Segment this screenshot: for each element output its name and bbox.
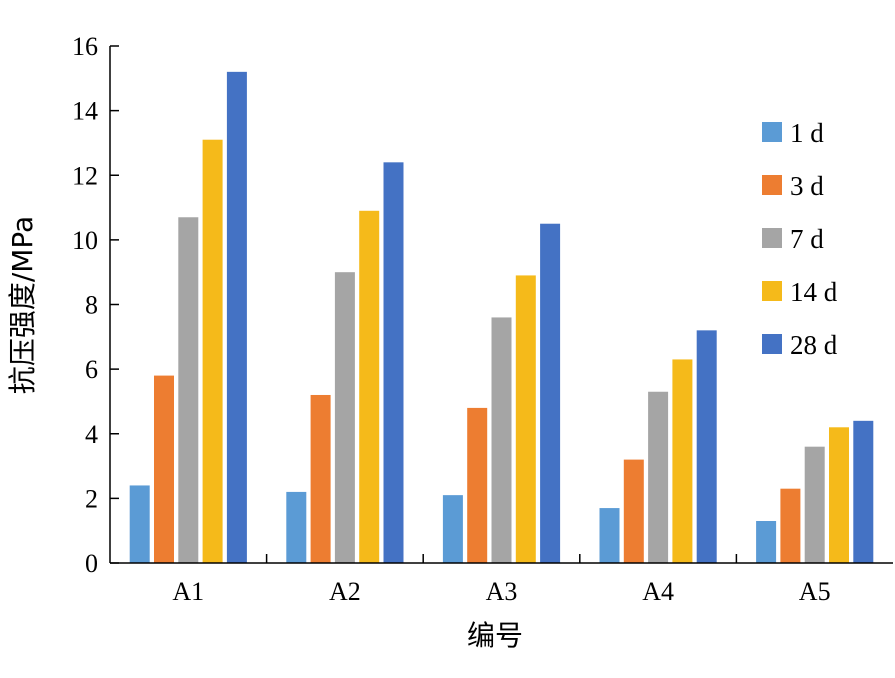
x-tick-label: A5 <box>799 577 831 606</box>
x-tick-label: A2 <box>329 577 361 606</box>
y-tick-label: 4 <box>85 420 98 449</box>
bar-a4-3d <box>623 459 644 563</box>
bar-a3-3d <box>467 407 488 563</box>
bars <box>129 71 874 564</box>
bar-a1-14d <box>202 139 223 564</box>
bar-a4-1d <box>599 508 620 563</box>
legend-swatch <box>762 281 782 301</box>
x-tick-label: A4 <box>642 577 674 606</box>
bar-a1-28d <box>226 71 247 563</box>
x-tick-label: A3 <box>486 577 518 606</box>
y-ticks: 0 2 4 6 8 10 12 14 16 <box>72 32 119 578</box>
bar-a1-3d <box>154 375 174 563</box>
bar-a5-28d <box>853 420 874 563</box>
bar-a3-1d <box>442 495 463 563</box>
bar-a4-28d <box>696 330 717 563</box>
legend-swatch <box>762 175 782 195</box>
y-tick-label: 8 <box>85 291 98 320</box>
legend-label: 7 d <box>790 224 824 254</box>
y-tick-label: 6 <box>85 355 98 384</box>
legend-swatch <box>762 334 782 354</box>
bar-a2-1d <box>286 491 307 563</box>
bar-a5-1d <box>756 520 777 563</box>
legend-label: 14 d <box>790 277 838 307</box>
bar-a3-7d <box>491 317 512 563</box>
legend-swatch <box>762 228 782 248</box>
bar-a3-14d <box>515 275 536 563</box>
legend-swatch <box>762 122 782 142</box>
x-tick-label: A1 <box>172 577 204 606</box>
bar-a3-28d <box>540 223 561 563</box>
y-tick-label: 2 <box>85 484 98 513</box>
bar-a2-7d <box>334 272 355 563</box>
bar-a4-14d <box>672 359 693 563</box>
legend-label: 28 d <box>790 330 838 360</box>
bar-a5-7d <box>804 446 825 563</box>
bar-a2-28d <box>383 162 404 563</box>
y-tick-label: 12 <box>72 161 98 190</box>
bar-a2-14d <box>359 210 380 563</box>
bar-a2-3d <box>310 394 331 563</box>
bar-a5-14d <box>829 427 849 563</box>
legend: 1 d 3 d 7 d 14 d 28 d <box>762 118 838 360</box>
bar-a1-1d <box>129 485 150 563</box>
y-axis-title: 抗压强度/MPa <box>6 216 39 394</box>
y-tick-label: 0 <box>85 549 98 578</box>
y-tick-label: 10 <box>72 226 98 255</box>
x-ticks: A1 A2 A3 A4 A5 <box>172 554 831 606</box>
legend-label: 3 d <box>790 171 824 201</box>
x-axis-title: 编号 <box>467 619 523 652</box>
bar-a1-7d <box>178 217 199 563</box>
bar-a4-7d <box>648 391 669 563</box>
y-tick-label: 14 <box>72 97 98 126</box>
bar-a5-3d <box>780 488 801 563</box>
y-tick-label: 16 <box>72 32 98 61</box>
legend-label: 1 d <box>790 118 824 148</box>
